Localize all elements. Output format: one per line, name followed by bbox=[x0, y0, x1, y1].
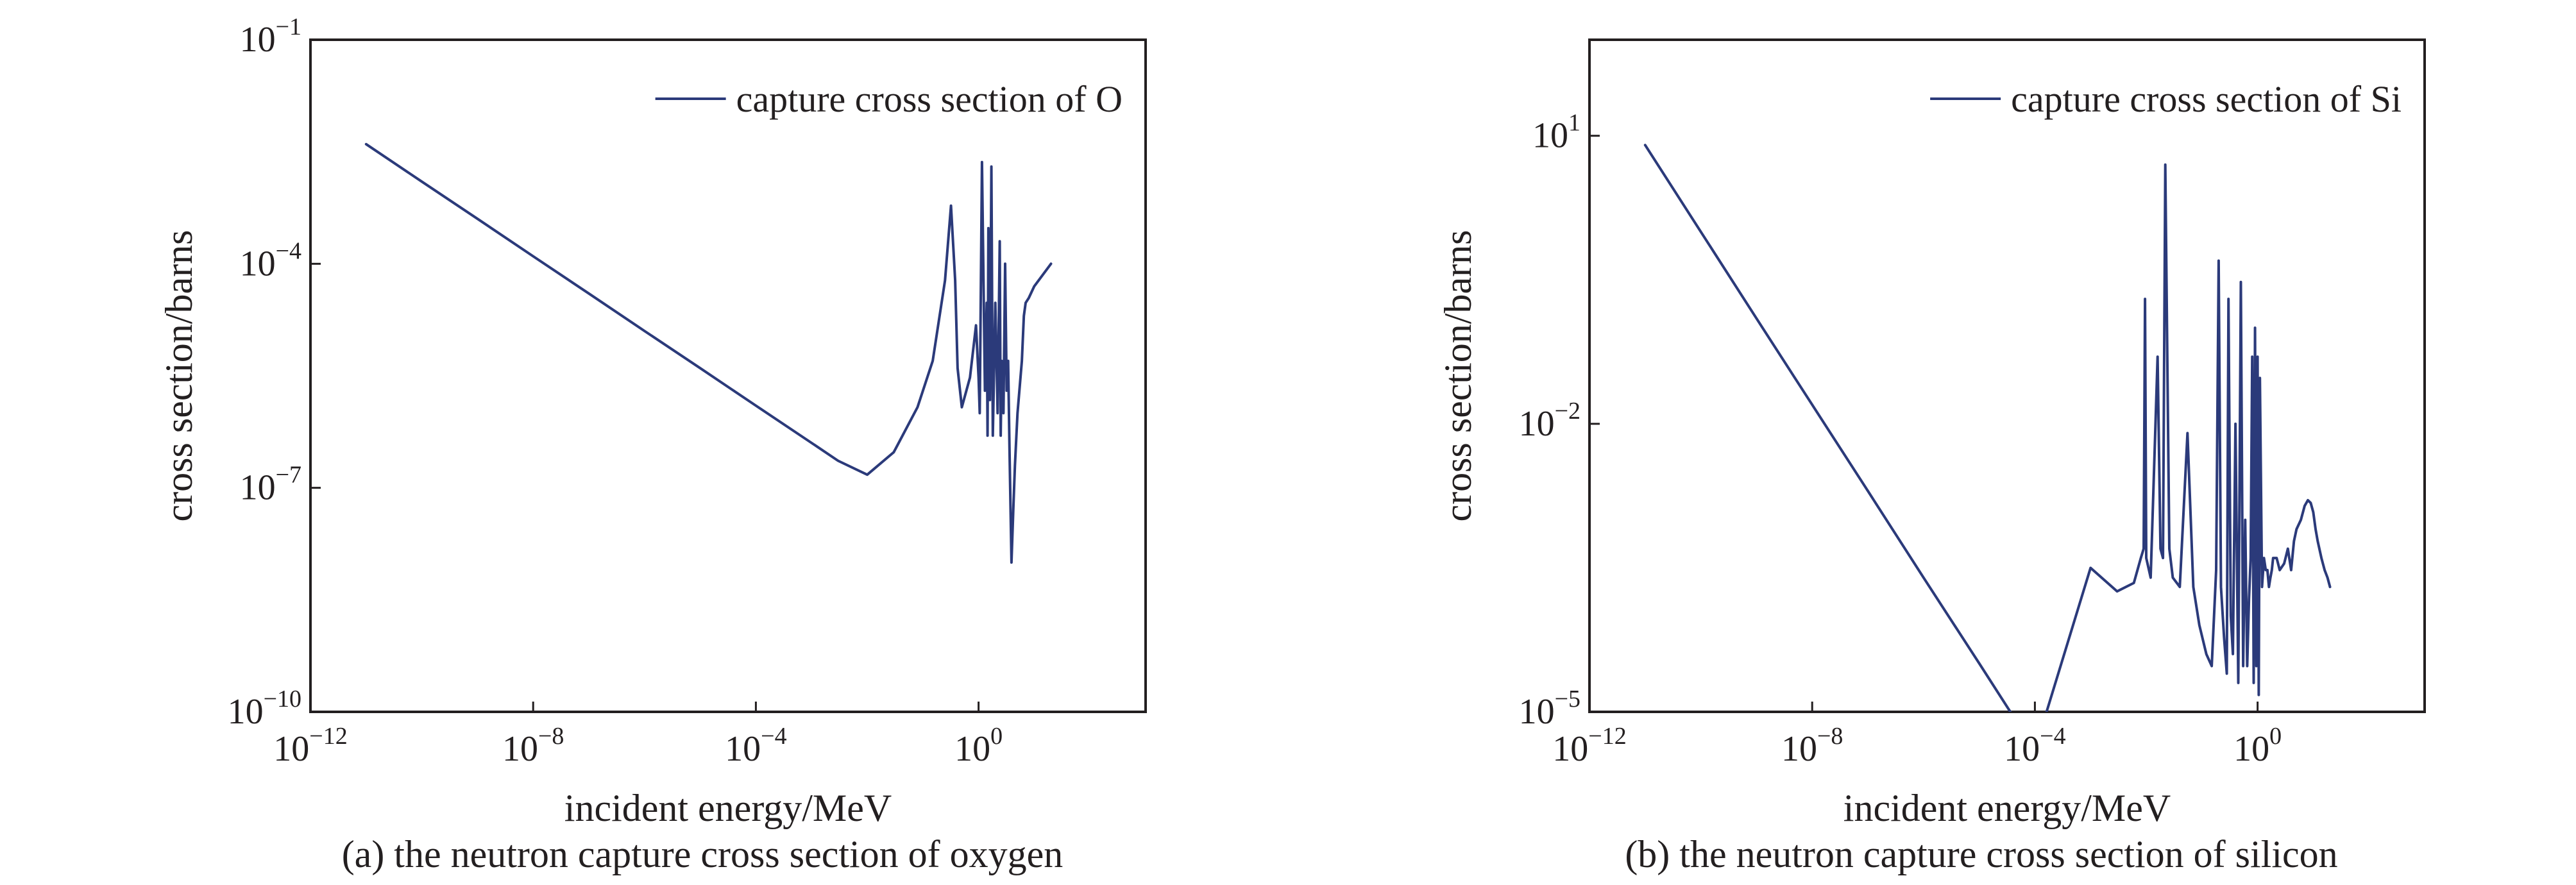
x-tick-exponent: −4 bbox=[2040, 723, 2065, 750]
x-tick-base: 10 bbox=[502, 729, 538, 769]
x-tick-label: 100 bbox=[954, 723, 1003, 769]
y-tick-base: 10 bbox=[1532, 116, 1568, 156]
y-tick-label: 10−5 bbox=[1519, 686, 1580, 732]
y-tick-label: 101 bbox=[1532, 110, 1580, 156]
y-tick-base: 10 bbox=[240, 20, 276, 60]
x-tick-base: 10 bbox=[273, 729, 309, 769]
y-tick-base: 10 bbox=[1519, 692, 1555, 732]
x-tick-exponent: −12 bbox=[1588, 723, 1626, 750]
y-tick-base: 10 bbox=[240, 468, 276, 508]
y-tick-exponent: −5 bbox=[1555, 686, 1580, 712]
x-tick-label: 100 bbox=[2233, 723, 2282, 769]
x-tick-label: 10−12 bbox=[1552, 723, 1626, 769]
y-tick-label: 10−7 bbox=[240, 462, 301, 508]
x-tick-base: 10 bbox=[954, 729, 990, 769]
x-tick-base: 10 bbox=[1781, 729, 1817, 769]
panel-caption: (b) the neutron capture cross section of… bbox=[1625, 833, 2337, 875]
y-tick-label: 10−10 bbox=[228, 686, 301, 732]
plot-frame bbox=[309, 38, 1147, 713]
legend-label: capture cross section of O bbox=[736, 78, 1123, 120]
y-tick-base: 10 bbox=[228, 692, 264, 732]
x-tick-base: 10 bbox=[725, 729, 761, 769]
series-line-silicon bbox=[1643, 144, 2332, 712]
series-line-oxygen bbox=[364, 142, 1053, 564]
y-tick-exponent: −1 bbox=[276, 13, 301, 40]
y-tick-exponent: −10 bbox=[264, 686, 301, 712]
x-tick-base: 10 bbox=[2004, 729, 2040, 769]
x-tick-label: 10−4 bbox=[725, 723, 786, 769]
x-axis-label: incident energy/MeV bbox=[564, 787, 892, 829]
x-tick-exponent: −12 bbox=[309, 723, 347, 750]
x-tick-label: 10−12 bbox=[273, 723, 347, 769]
x-tick-exponent: −8 bbox=[538, 723, 564, 750]
y-tick-exponent: −2 bbox=[1555, 398, 1580, 425]
y-tick-label: 10−2 bbox=[1519, 398, 1580, 444]
x-tick-exponent: 0 bbox=[990, 723, 1003, 750]
panel-oxygen: 10−12 10−8 10−4 10010−1010−710−410−1inciden… bbox=[158, 13, 1147, 875]
plot-frame bbox=[1588, 38, 2426, 713]
x-tick-label: 10−8 bbox=[1781, 723, 1843, 769]
x-tick-base: 10 bbox=[1552, 729, 1588, 769]
x-tick-exponent: 0 bbox=[2269, 723, 2282, 750]
y-tick-exponent: 1 bbox=[1568, 110, 1580, 137]
y-tick-label: 10−1 bbox=[240, 13, 301, 60]
x-tick-label: 10−8 bbox=[502, 723, 564, 769]
x-axis-label: incident energy/MeV bbox=[1843, 787, 2171, 829]
y-axis-label: cross section/barns bbox=[158, 230, 200, 522]
x-tick-exponent: −8 bbox=[1817, 723, 1843, 750]
legend-label: capture cross section of Si bbox=[2011, 78, 2402, 120]
y-tick-label: 10−4 bbox=[240, 237, 301, 283]
x-tick-label: 10−4 bbox=[2004, 723, 2065, 769]
x-tick-exponent: −4 bbox=[761, 723, 786, 750]
y-axis-label: cross section/barns bbox=[1437, 230, 1479, 522]
y-tick-exponent: −7 bbox=[276, 462, 301, 489]
panel-caption: (a) the neutron capture cross section of… bbox=[342, 833, 1063, 875]
y-tick-base: 10 bbox=[240, 244, 276, 283]
y-tick-base: 10 bbox=[1519, 404, 1555, 444]
x-tick-base: 10 bbox=[2233, 729, 2269, 769]
y-tick-exponent: −4 bbox=[276, 237, 301, 264]
